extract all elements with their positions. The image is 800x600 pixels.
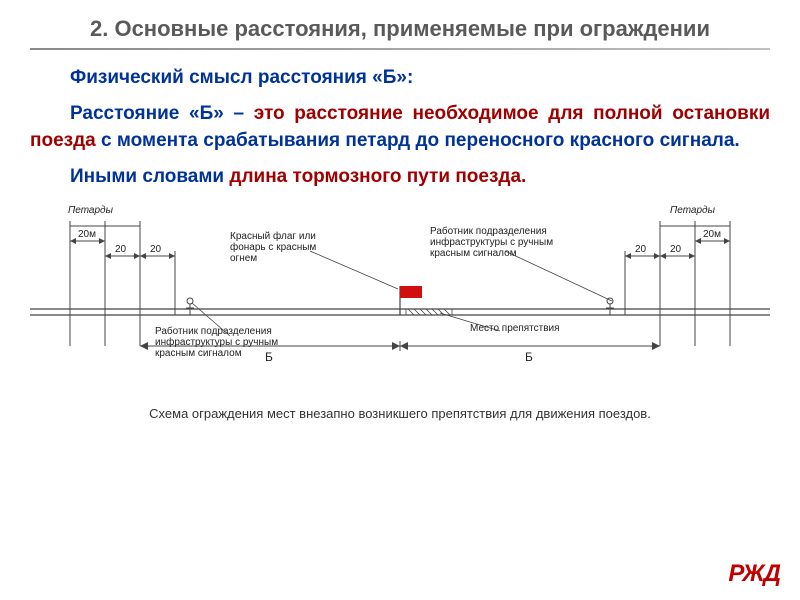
label-petardy-left: Петарды [68,205,113,216]
p1-dash: – [224,103,254,124]
label-20-r3: 20 [635,244,646,255]
label-obstacle: Место препятствия [470,323,590,334]
p1-prefix: Расстояние «Б» [70,103,224,124]
title-underline [30,48,770,50]
diagram-svg [30,201,770,371]
p2-red: длина тормозного пути поезда. [229,166,526,187]
paragraph-2: Иными словами длина тормозного пути поез… [30,164,770,191]
label-20m-r1: 20м [703,229,721,240]
label-20m-l1: 20м [78,229,96,240]
p1-rest: с момента срабатывания петард до перенос… [96,130,740,151]
p2-prefix: Иными словами [70,166,229,187]
paragraph-1: Расстояние «Б» – это расстояние необходи… [30,101,770,154]
diagram: Петарды Петарды 20м 20 20 20м 20 20 Крас… [30,201,770,401]
label-20-r2: 20 [670,244,681,255]
label-b-left: Б [265,351,273,364]
label-20-l3: 20 [150,244,161,255]
label-petardy-right: Петарды [670,205,715,216]
subtitle: Физический смысл расстояния «Б»: [30,65,770,92]
label-redflag: Красный флаг или фонарь с красным огнем [230,231,340,264]
slide-title: 2. Основные расстояния, применяемые при … [30,15,770,44]
label-b-right: Б [525,351,533,364]
diagram-caption: Схема ограждения мест внезапно возникшег… [30,406,770,423]
label-worker-right: Работник подразделения инфраструктуры с … [430,226,580,259]
label-20-l2: 20 [115,244,126,255]
label-worker-left: Работник подразделения инфраструктуры с … [155,326,305,359]
rjd-logo: РЖД [728,560,780,588]
